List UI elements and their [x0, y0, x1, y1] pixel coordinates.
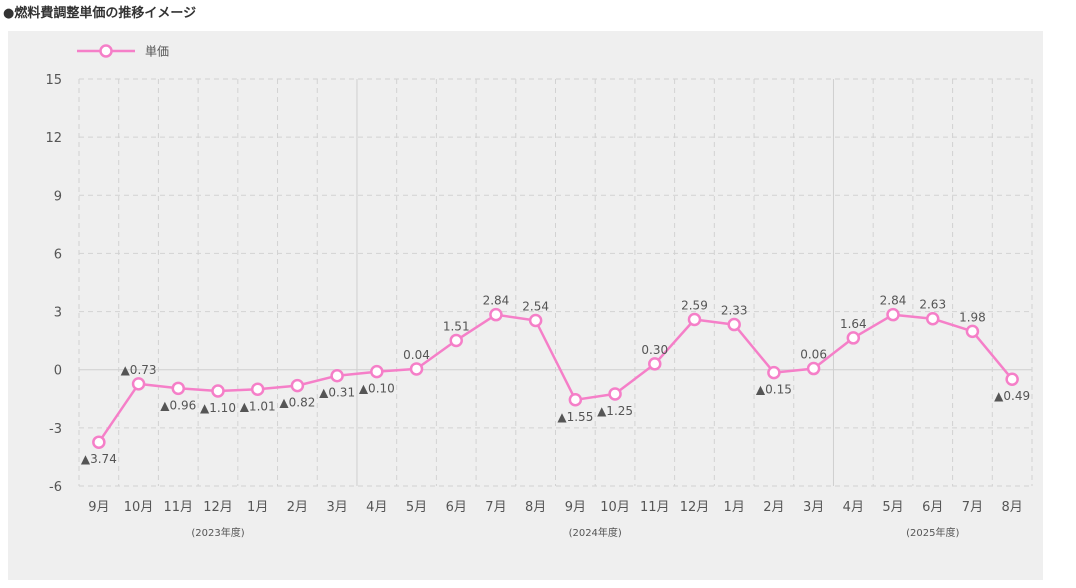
legend-marker [99, 44, 113, 58]
fiscal-year-label: (2025年度) [906, 526, 959, 539]
data-point [211, 384, 225, 398]
data-label: 2.84 [880, 294, 907, 308]
x-tick-label: 3月 [803, 500, 824, 515]
data-label: ▲1.55 [557, 410, 593, 424]
data-point [925, 311, 940, 326]
x-tick-label: 11月 [640, 500, 670, 515]
x-tick-label: 5月 [406, 500, 427, 515]
y-tick-label: 9 [54, 189, 62, 204]
series-layer [92, 307, 1019, 449]
x-tick-label: 7月 [962, 500, 983, 515]
x-tick-label: 4月 [366, 500, 387, 515]
data-point [290, 378, 305, 393]
x-tick-label: 9月 [88, 500, 109, 515]
label-layer: ▲3.74 ▲0.73 ▲0.96 ▲1.10 ▲1.01 ▲0.82 ▲0.31 ▲0.10… [81, 294, 1030, 467]
data-label: ▲1.01 [240, 399, 276, 413]
data-label: ▲0.49 [994, 389, 1030, 403]
x-tick-label: 9月 [565, 500, 586, 515]
data-label: 2.54 [522, 299, 549, 313]
data-label: ▲1.25 [597, 404, 633, 418]
x-tick-label: 6月 [446, 500, 467, 515]
x-tick-label: 2月 [763, 500, 784, 515]
x-tick-label: 8月 [1002, 500, 1023, 515]
data-point [1005, 372, 1019, 386]
data-label: ▲0.10 [359, 382, 395, 396]
data-point [370, 364, 384, 379]
axis-layer: 15 12 9 6 3 0 -3 -6 9月 10月 11月 12月 1月 2月 3月 4月 5月 6月 7月 8月 9… [45, 73, 1022, 539]
x-tick-label: 10月 [124, 500, 154, 515]
data-label: 0.06 [800, 348, 827, 362]
data-point [131, 377, 146, 391]
data-point [965, 324, 980, 339]
data-label: ▲0.73 [121, 363, 157, 377]
y-tick-label: 12 [45, 131, 62, 146]
x-tick-label: 5月 [882, 500, 903, 515]
x-tick-label: 10月 [600, 500, 630, 515]
data-label: 0.04 [403, 348, 430, 362]
data-point [171, 381, 186, 396]
data-point [846, 331, 861, 345]
data-point [409, 362, 424, 376]
legend-label: 単価 [145, 45, 169, 59]
data-point [330, 368, 344, 383]
data-point [528, 313, 543, 328]
x-tick-label: 12月 [203, 500, 233, 515]
data-label: ▲0.82 [279, 396, 315, 410]
fiscal-year-label: (2024年度) [569, 526, 622, 539]
data-label: 0.30 [641, 343, 668, 357]
data-point [687, 312, 702, 327]
x-tick-label: 6月 [922, 500, 943, 515]
data-label: ▲0.96 [160, 398, 196, 412]
data-point [250, 382, 265, 397]
fiscal-year-label: (2023年度) [191, 526, 244, 539]
x-tick-label: 11月 [163, 500, 193, 515]
y-tick-label: 15 [45, 73, 62, 88]
y-tick-label: -6 [49, 480, 62, 495]
y-tick-label: 3 [54, 306, 62, 321]
x-tick-label: 7月 [485, 500, 506, 515]
data-label: 2.33 [721, 304, 748, 318]
chart-title: ●燃料費調整単価の推移イメージ [3, 6, 197, 21]
y-tick-label: -3 [49, 422, 62, 437]
x-tick-label: 12月 [680, 500, 710, 515]
data-label: 1.98 [959, 310, 986, 324]
data-label: ▲3.74 [81, 452, 117, 466]
chart-panel [8, 31, 1043, 580]
x-tick-label: 2月 [287, 500, 308, 515]
data-label: 2.84 [483, 294, 510, 308]
y-tick-label: 6 [54, 247, 62, 262]
data-point [489, 307, 503, 322]
data-point [92, 435, 106, 449]
y-tick-label: 0 [54, 364, 62, 379]
data-point [767, 365, 781, 380]
x-tick-label: 1月 [724, 500, 745, 515]
data-label: 1.51 [443, 319, 470, 333]
data-label: 1.64 [840, 317, 867, 331]
data-label: ▲0.15 [756, 383, 792, 397]
data-label: ▲0.31 [319, 386, 355, 400]
x-tick-label: 1月 [247, 500, 268, 515]
x-tick-label: 3月 [326, 500, 347, 515]
data-label: ▲1.10 [200, 401, 236, 415]
data-point [449, 333, 463, 348]
data-point [806, 361, 821, 376]
data-point [727, 317, 741, 332]
data-point [608, 387, 622, 401]
x-tick-label: 4月 [843, 500, 864, 515]
grid-layer [78, 78, 1033, 487]
data-point [568, 393, 583, 407]
legend: 単価 [77, 44, 169, 59]
data-point [648, 357, 662, 371]
x-tick-label: 8月 [525, 500, 546, 515]
data-label: 2.59 [681, 299, 708, 313]
data-point [886, 307, 900, 322]
data-label: 2.63 [919, 298, 946, 312]
